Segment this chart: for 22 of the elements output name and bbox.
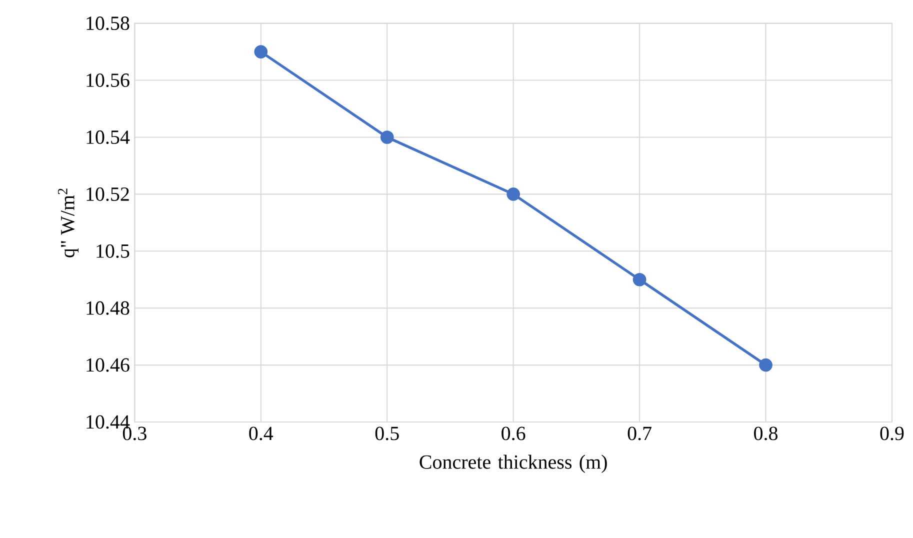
y-tick-label: 10.44 [86,415,130,429]
y-tick-label: 10.48 [86,301,130,315]
x-tick-label: 0.8 [754,426,778,440]
x-tick-label: 0.6 [502,426,526,440]
point [506,188,520,201]
point [759,358,772,372]
y-tick-label: 10.56 [86,73,130,88]
y-axis-title: q" W/m$^{2}$ [58,188,78,258]
y-tick-label: 10.58 [86,16,130,30]
x-tick-label: 0.7 [628,426,652,440]
y-tick-label: 10.5 [96,244,130,258]
x-tick-label: 0.3 [122,426,146,440]
x-tick-label: 0.5 [375,426,399,440]
y-tick-label: 10.46 [86,358,130,372]
point [254,45,268,58]
x-tick-label: 0.4 [249,426,274,440]
y-tick-label: 10.52 [86,187,129,201]
point [632,272,646,286]
x-axis-title: Concrete thickness (m) [420,454,607,473]
x-tick-label: 0.9 [880,426,904,440]
y-tick-label: 10.54 [86,130,130,144]
point [380,130,394,144]
